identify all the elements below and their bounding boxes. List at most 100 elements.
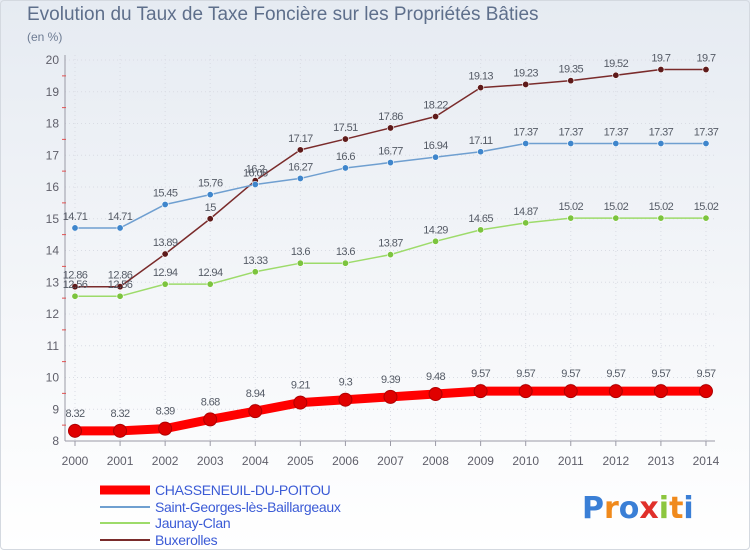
legend: CHASSENEUIL-DU-POITOUSaint-Georges-lès-B… [100, 482, 341, 548]
data-point [608, 384, 623, 399]
data-label: 12.94 [153, 267, 178, 279]
data-point [522, 140, 530, 148]
data-point [657, 66, 665, 74]
data-label: 14.29 [423, 224, 448, 236]
series-saint-georges-l-s-baillargeaux: 14.71 14.71 15.45 15.76 16.08 16.27 16.6 16.77 1… [63, 127, 719, 232]
data-label: 12.94 [198, 267, 223, 279]
x-tick-label: 2005 [287, 454, 314, 468]
x-tick-label: 2009 [467, 454, 494, 468]
logo-letter: x [639, 491, 658, 526]
data-point [518, 384, 533, 399]
data-point [653, 384, 668, 399]
data-label: 17.37 [513, 127, 538, 139]
data-point [657, 214, 665, 222]
data-label: 17.17 [288, 133, 313, 145]
data-point [251, 268, 259, 276]
data-label: 8.39 [156, 406, 175, 418]
data-label: 8.68 [201, 396, 220, 408]
data-label: 16.2 [246, 164, 265, 176]
data-label: 12.86 [63, 270, 88, 282]
data-label: 9.57 [696, 368, 715, 380]
y-tick-label: 19 [46, 85, 60, 99]
x-tick-label: 2002 [152, 454, 179, 468]
data-label: 19.52 [604, 58, 629, 70]
data-label: 18.22 [423, 100, 448, 112]
data-label: 8.32 [111, 408, 130, 420]
y-tick-label: 12 [46, 307, 60, 321]
data-label: 15.02 [604, 201, 629, 213]
chart-subtitle: (en %) [27, 30, 63, 44]
x-tick-label: 2012 [602, 454, 629, 468]
y-tick-label: 14 [46, 244, 60, 258]
x-tick-label: 2014 [693, 454, 720, 468]
y-tick-label: 17 [46, 148, 60, 162]
data-point [296, 174, 304, 182]
data-point [702, 66, 710, 74]
proxiti-logo: Proxiti [582, 491, 694, 526]
data-point [113, 423, 128, 438]
data-label: 14.71 [108, 211, 133, 223]
data-point [293, 395, 308, 410]
data-point [71, 292, 79, 300]
data-point [473, 384, 488, 399]
x-tick-label: 2001 [107, 454, 134, 468]
data-point [386, 124, 394, 132]
data-point [428, 387, 443, 402]
data-label: 17.37 [559, 127, 584, 139]
data-label: 9.57 [516, 368, 535, 380]
data-label: 15 [205, 202, 217, 214]
x-tick-label: 2003 [197, 454, 224, 468]
data-label: 13.87 [378, 238, 403, 250]
data-point [563, 384, 578, 399]
data-point [432, 237, 440, 245]
data-point [522, 219, 530, 227]
data-label: 8.94 [246, 388, 265, 400]
data-point [161, 200, 169, 208]
data-point [338, 392, 353, 407]
data-label: 15.76 [198, 178, 223, 190]
y-tick-label: 8 [52, 434, 59, 448]
data-point [567, 214, 575, 222]
series-chasseneuil-du-poitou: 8.32 8.32 8.39 8.68 8.94 9.21 9.3 9.39 9.48 9.57 9… [65, 368, 717, 438]
data-label: 9.57 [606, 368, 625, 380]
logo-letter: r [604, 491, 619, 526]
data-label: 13.6 [291, 246, 310, 258]
data-label: 12.86 [108, 270, 133, 282]
logo-letter: t [669, 491, 683, 526]
data-point [296, 259, 304, 267]
data-point [116, 224, 124, 232]
data-point [206, 191, 214, 199]
data-label: 15.45 [153, 187, 178, 199]
data-point [386, 159, 394, 167]
data-point [477, 84, 485, 92]
data-point [386, 251, 394, 259]
data-label: 12.56 [63, 279, 88, 291]
data-point [477, 226, 485, 234]
data-label: 17.37 [694, 127, 719, 139]
data-label: 17.37 [604, 127, 629, 139]
data-label: 9.57 [471, 368, 490, 380]
data-label: 19.23 [513, 67, 538, 79]
data-point [702, 140, 710, 148]
data-label: 16.77 [378, 146, 403, 158]
data-point [68, 423, 82, 438]
x-tick-label: 2010 [512, 454, 539, 468]
data-label: 13.33 [243, 255, 268, 267]
data-point [702, 214, 710, 222]
data-point [116, 292, 124, 300]
legend-label: Saint-Georges-lès-Baillargeaux [155, 499, 341, 515]
data-label: 9.39 [381, 374, 400, 386]
data-label: 12.56 [108, 279, 133, 291]
data-label: 9.48 [426, 371, 445, 383]
logo-letter: o [619, 491, 640, 526]
data-point [567, 77, 575, 85]
data-label: 14.87 [513, 206, 538, 218]
x-tick-label: 2007 [377, 454, 404, 468]
data-point [567, 140, 575, 148]
data-label: 14.71 [63, 211, 88, 223]
y-tick-label: 16 [46, 180, 60, 194]
data-point [341, 135, 349, 143]
logo-letter: P [582, 491, 604, 526]
y-tick-label: 18 [46, 117, 60, 131]
